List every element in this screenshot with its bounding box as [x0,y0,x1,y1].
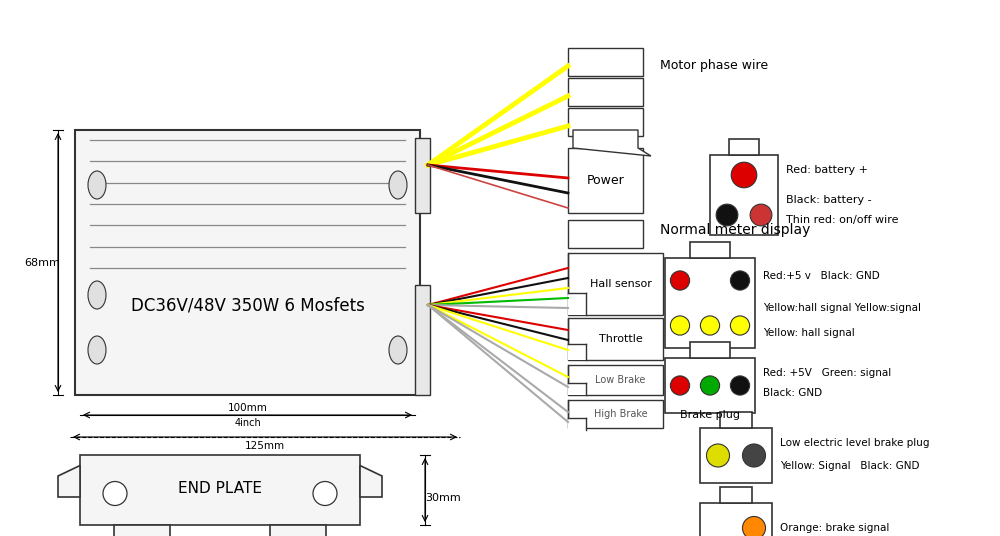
Circle shape [313,481,337,505]
Text: END PLATE: END PLATE [178,481,262,496]
Text: Low electric level brake plug: Low electric level brake plug [780,438,930,448]
Text: Low Brake: Low Brake [595,375,646,385]
Text: Orange: brake signal: Orange: brake signal [780,523,889,533]
Bar [415,285,430,395]
Bar [568,48,643,76]
Bar [720,412,752,428]
Ellipse shape [88,281,106,309]
Text: Motor phase wire: Motor phase wire [660,58,768,71]
Circle shape [670,316,690,335]
Circle shape [670,271,690,290]
Text: 30mm: 30mm [425,493,461,503]
Text: 125mm: 125mm [245,441,285,451]
Text: Normal meter display: Normal meter display [660,223,810,237]
Ellipse shape [389,171,407,199]
Text: Yellow:hall signal Yellow:signal: Yellow:hall signal Yellow:signal [763,303,921,313]
Bar [568,400,663,428]
Circle shape [730,271,750,290]
Bar [720,487,752,503]
Circle shape [742,517,766,536]
Text: Brake plug: Brake plug [680,410,740,420]
Circle shape [716,204,738,226]
Circle shape [670,376,690,395]
Text: 100mm: 100mm [228,403,267,413]
Bar [568,383,586,395]
Text: Black: battery -: Black: battery - [786,195,872,205]
Text: Power: Power [587,174,624,187]
Text: Black: GND: Black: GND [763,388,822,398]
Bar [568,78,643,106]
Bar [665,358,755,413]
Circle shape [742,444,766,467]
Bar [568,344,586,360]
Ellipse shape [88,171,106,199]
Polygon shape [360,465,382,497]
Text: Yellow: hall signal: Yellow: hall signal [763,328,855,338]
Bar [568,148,643,213]
Text: Yellow: Signal   Black: GND: Yellow: Signal Black: GND [780,461,920,471]
Bar [690,342,730,358]
Circle shape [731,162,757,188]
Bar [568,108,643,136]
Circle shape [750,204,772,226]
Bar [568,253,663,315]
Text: High Brake: High Brake [594,409,647,419]
Bar [690,242,730,258]
Bar [568,365,663,395]
Ellipse shape [88,336,106,364]
Bar [270,525,326,536]
Circle shape [700,316,720,335]
Text: 4inch: 4inch [234,418,261,428]
Bar [568,318,663,360]
Circle shape [730,376,750,395]
Bar [700,428,772,483]
Bar [568,293,586,315]
Bar [568,418,586,430]
Text: Hall sensor: Hall sensor [590,279,651,289]
Circle shape [103,481,127,505]
Text: DC36V/48V 350W 6 Mosfets: DC36V/48V 350W 6 Mosfets [131,296,364,314]
Bar [729,139,759,155]
Text: Red: battery +: Red: battery + [786,165,868,175]
Bar [665,258,755,348]
Text: 68mm: 68mm [24,257,60,267]
Bar [80,455,360,525]
Polygon shape [573,130,651,156]
Circle shape [730,316,750,335]
Bar [568,220,643,248]
Text: Red: +5V   Green: signal: Red: +5V Green: signal [763,368,891,378]
Polygon shape [58,465,80,497]
Ellipse shape [389,336,407,364]
Bar [415,138,430,213]
Text: Thin red: on/off wire: Thin red: on/off wire [786,215,898,225]
Circle shape [700,376,720,395]
Bar [710,155,778,235]
Bar [700,503,772,536]
Bar [75,130,420,395]
Circle shape [706,444,730,467]
Bar [114,525,170,536]
Text: Red:+5 v   Black: GND: Red:+5 v Black: GND [763,271,880,281]
Text: Throttle: Throttle [599,334,642,344]
